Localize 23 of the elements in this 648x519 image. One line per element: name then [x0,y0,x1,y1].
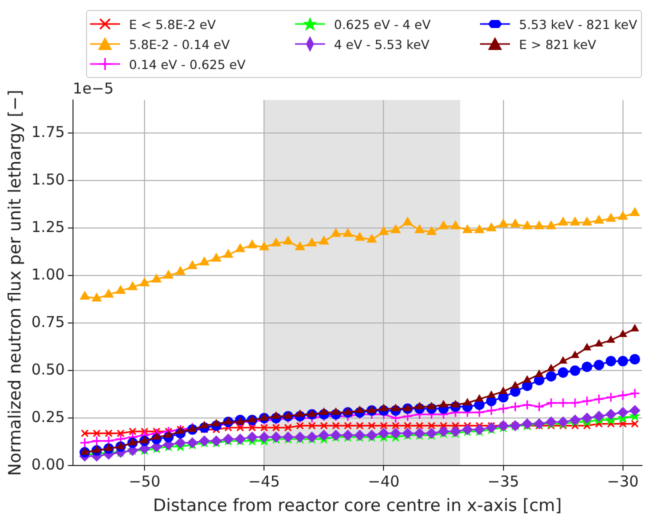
legend-label: 4 eV - 5.53 keV [334,36,430,52]
text: 1e−5 [72,79,114,98]
y-tick-label: 1.50 [31,170,65,189]
y-tick-label: 0.25 [31,408,65,426]
legend-label: 5.53 keV - 821 keV [519,16,638,32]
x-tick-label: −40 [368,472,400,490]
y-tick-label: 1.00 [31,266,65,284]
x-tick-label: −35 [487,472,520,490]
y-tick-label: 1.75 [31,123,65,142]
legend-label: E > 821 keV [519,36,596,52]
y-tick-label: 0.50 [31,360,65,379]
x-tick-label: −50 [128,472,160,490]
x-tick-label: −45 [248,472,280,490]
legend-label: E < 5.8E-2 eV [129,16,216,32]
y-axis-title: Normalized neutron flux per unit lethargy [−] [6,90,26,476]
y-tick-label: 0.75 [31,313,65,332]
y-tick-label: 0.00 [31,455,65,474]
legend-label: 5.8E-2 - 0.14 eV [129,36,230,52]
x-axis-title: Distance from reactor core centre in x-axis [cm] [153,496,562,516]
legend-label: 0.14 eV - 0.625 eV [129,56,246,72]
legend-label: 0.625 eV - 4 eV [334,16,431,32]
x-tick-label: −30 [607,472,639,490]
y-tick-label: 1.25 [31,218,65,236]
